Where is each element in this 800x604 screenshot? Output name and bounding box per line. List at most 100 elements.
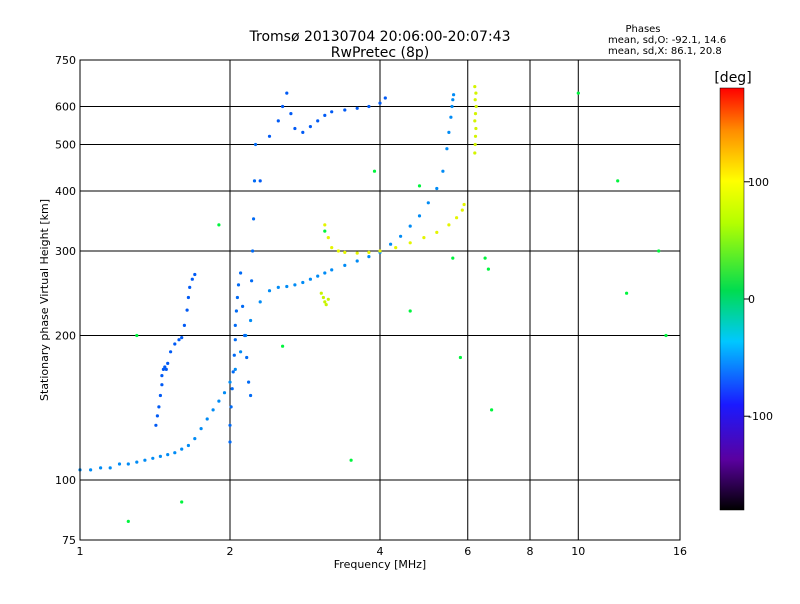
data-point [233,338,237,342]
colorbar-tick-label: -100 [748,410,773,423]
data-point [308,125,312,129]
data-point [473,85,477,89]
data-point [164,367,168,371]
data-point [241,304,245,308]
data-point [367,255,371,259]
stats-line-o: mean, sd,O: -92.1, 14.6 [608,35,726,46]
data-point [473,119,477,123]
data-point [445,147,449,151]
data-point [319,291,323,295]
chart-subtitle: RwPretec (8p) [331,45,429,61]
data-point [447,130,451,134]
data-point [245,355,249,360]
colorbar [719,87,745,511]
data-point [231,370,235,374]
data-point [126,462,130,466]
data-point [166,453,170,457]
data-point [408,224,412,228]
data-point [355,259,359,263]
data-point [490,408,494,412]
plot-frame [79,59,681,541]
data-point [249,318,253,323]
data-point [451,256,455,260]
data-point [664,333,668,338]
data-point [234,309,238,313]
colorbar-tick-label: 100 [748,176,769,189]
data-point [289,112,293,116]
data-point [330,246,334,250]
data-point [253,142,258,147]
data-point [435,230,439,234]
data-point [108,466,112,470]
data-point [378,101,382,105]
series-4 [323,202,466,255]
data-point [169,350,173,354]
y-tick-label: 750 [55,54,76,67]
data-point [441,169,445,173]
data-point [199,427,203,431]
data-point [173,451,177,455]
data-point [193,272,197,277]
data-point [462,202,466,207]
data-point [281,344,285,348]
data-point [211,408,215,412]
data-point [394,246,398,250]
y-tick-label: 600 [55,101,76,114]
data-point [267,289,272,293]
data-point [190,277,194,281]
data-point [180,336,184,340]
data-point [323,113,327,117]
data-point [267,134,272,138]
colorbar-ticks: 100 0 -100 [744,176,773,423]
data-point [389,242,393,246]
data-point [378,249,382,253]
data-point [321,295,325,300]
data-point [316,274,320,278]
series-1 [154,272,197,427]
data-point [326,297,330,301]
data-point [99,466,103,470]
data-point [173,342,177,346]
data-point [323,271,327,275]
data-point [229,405,233,409]
data-point [243,333,247,338]
data-point [160,374,164,378]
data-point [161,367,165,371]
data-point [657,249,661,253]
data-points [78,85,668,524]
data-point [460,208,464,212]
data-point [281,104,285,109]
data-point [473,142,477,147]
data-point [228,423,232,427]
x-tick-label: 2 [227,545,234,558]
x-tick-label: 6 [464,545,471,558]
data-point [235,295,239,300]
data-point [367,250,371,254]
series-6 [473,85,478,155]
data-point [151,456,155,460]
data-point [452,93,456,97]
data-point [285,284,289,289]
data-point [473,151,477,155]
data-point [233,323,237,327]
chart-title: Tromsø 20130704 20:06:00-20:07:43 [249,29,511,45]
data-point [89,468,93,472]
data-point [250,279,254,283]
data-point [435,186,439,191]
data-point [449,115,453,119]
data-point [349,458,353,462]
data-point [316,119,320,123]
y-tick-label: 100 [55,474,76,487]
data-point [135,333,139,338]
data-point [193,437,197,441]
data-point [163,365,167,369]
data-point [293,126,297,131]
data-point [474,91,478,95]
data-point [233,367,237,371]
data-point [158,454,162,458]
data-point [126,519,130,524]
colorbar-label: [deg] [714,70,751,86]
data-point [473,112,478,116]
data-point [408,241,412,245]
data-point [417,214,422,218]
